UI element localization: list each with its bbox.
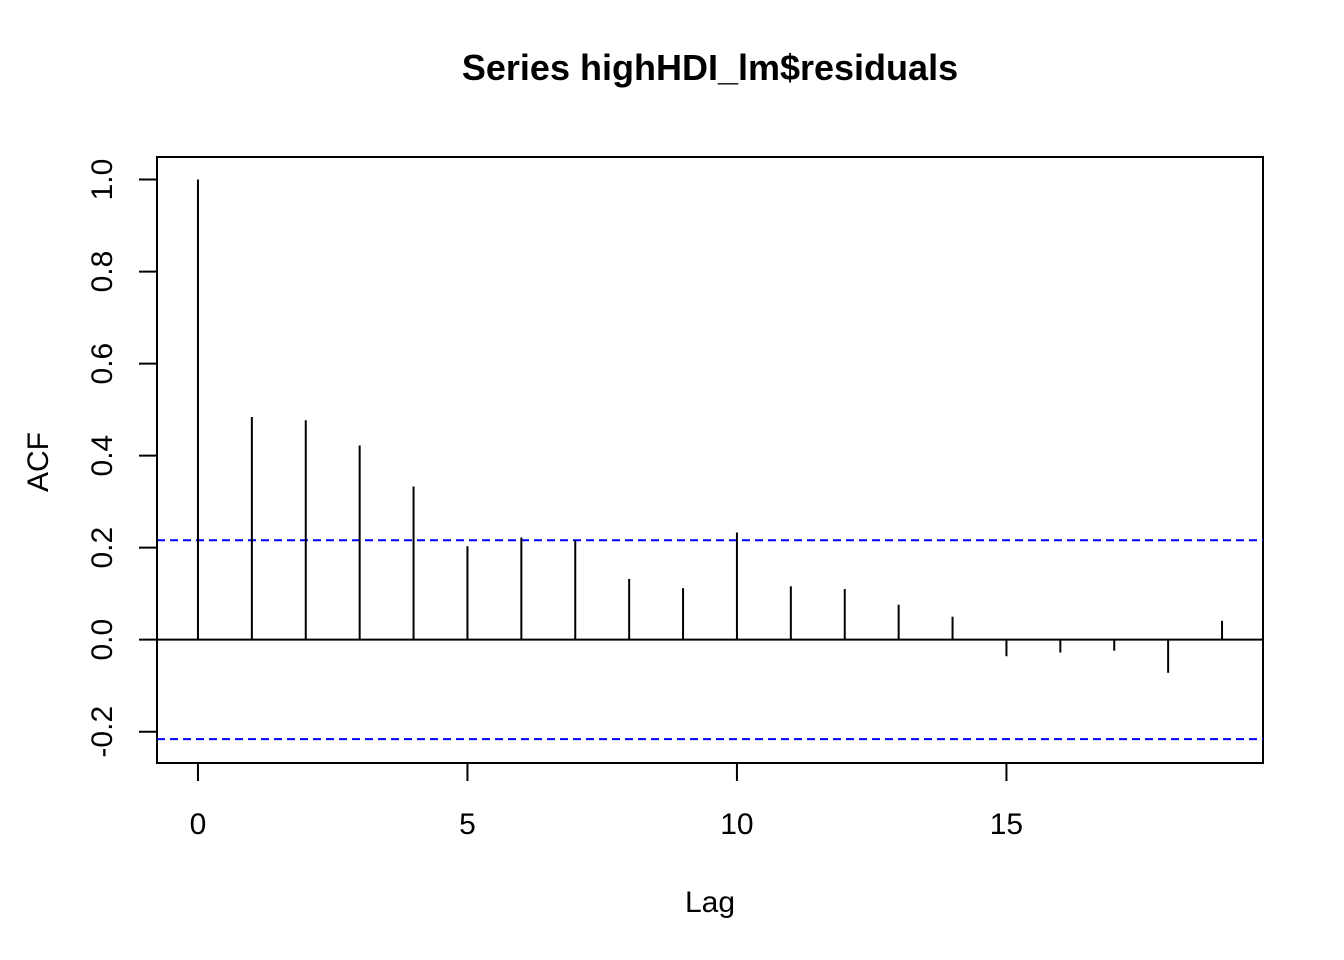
y-tick-label: 0.4 <box>86 435 119 477</box>
x-tick-label: 10 <box>720 808 753 841</box>
x-axis-label: Lag <box>685 886 735 919</box>
y-tick-label: 0.8 <box>86 251 119 293</box>
y-tick-label: 0.6 <box>86 343 119 385</box>
y-axis-label: ACF <box>22 432 55 492</box>
y-tick-label: 0.0 <box>86 619 119 661</box>
y-tick-label: -0.2 <box>86 706 119 758</box>
plot-frame <box>156 156 1264 764</box>
y-tick-label: 0.2 <box>86 527 119 569</box>
chart-title: Series highHDI_lm$residuals <box>462 47 958 88</box>
x-tick-label: 5 <box>459 808 476 841</box>
y-tick-label: 1.0 <box>86 159 119 201</box>
x-tick-label: 15 <box>990 808 1023 841</box>
x-tick-label: 0 <box>190 808 207 841</box>
